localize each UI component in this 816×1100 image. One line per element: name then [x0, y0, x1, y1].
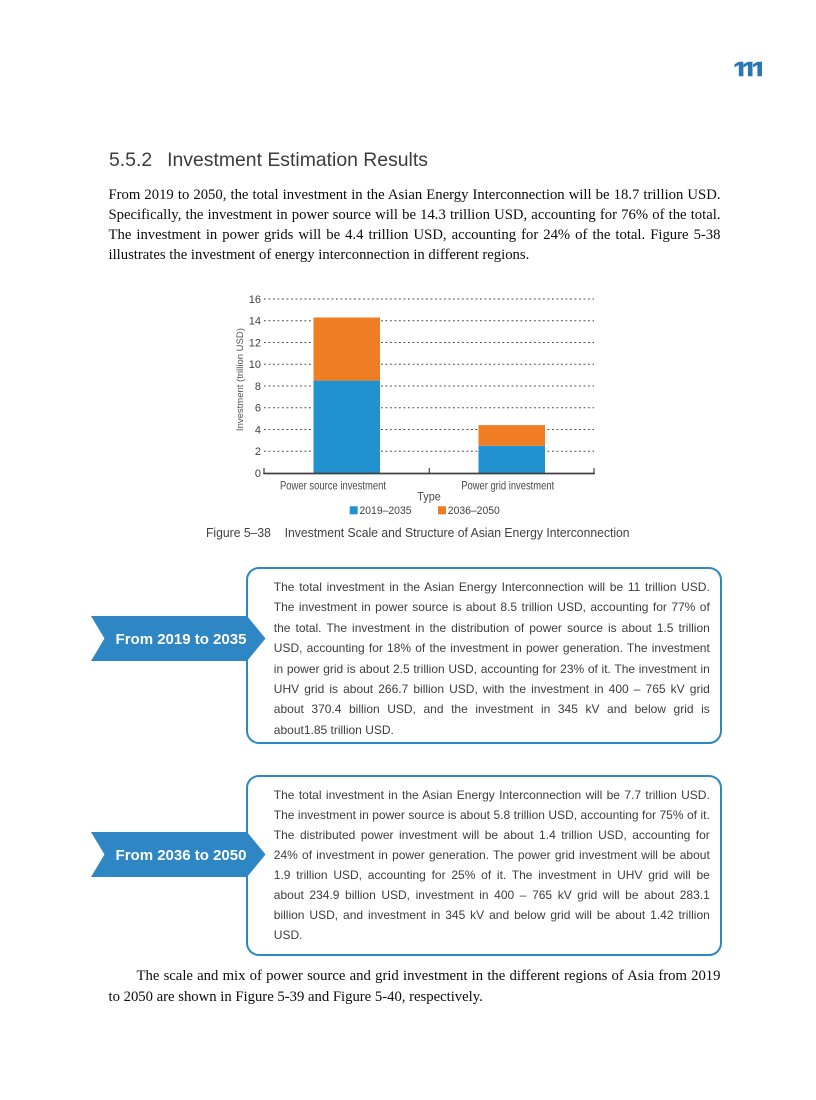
svg-text:14: 14	[249, 316, 261, 328]
svg-text:Power source investment: Power source investment	[280, 479, 387, 493]
svg-text:16: 16	[249, 294, 261, 306]
svg-text:4: 4	[255, 424, 261, 436]
svg-text:Power grid investment: Power grid investment	[461, 479, 555, 493]
svg-text:2019–2035: 2019–2035	[360, 505, 412, 517]
svg-text:Type: Type	[417, 490, 441, 504]
svg-text:0: 0	[255, 468, 261, 480]
svg-text:From 2019 to 2035: From 2019 to 2035	[116, 631, 247, 648]
svg-text:2: 2	[255, 446, 261, 458]
svg-text:12: 12	[249, 337, 261, 349]
svg-text:8: 8	[255, 381, 261, 393]
svg-text:Investment (trillion USD): Investment (trillion USD)	[235, 328, 246, 431]
svg-text:10: 10	[249, 359, 261, 371]
svg-text:2036–2050: 2036–2050	[448, 505, 500, 517]
svg-text:6: 6	[255, 403, 261, 415]
svg-text:From 2036 to 2050: From 2036 to 2050	[116, 847, 247, 864]
